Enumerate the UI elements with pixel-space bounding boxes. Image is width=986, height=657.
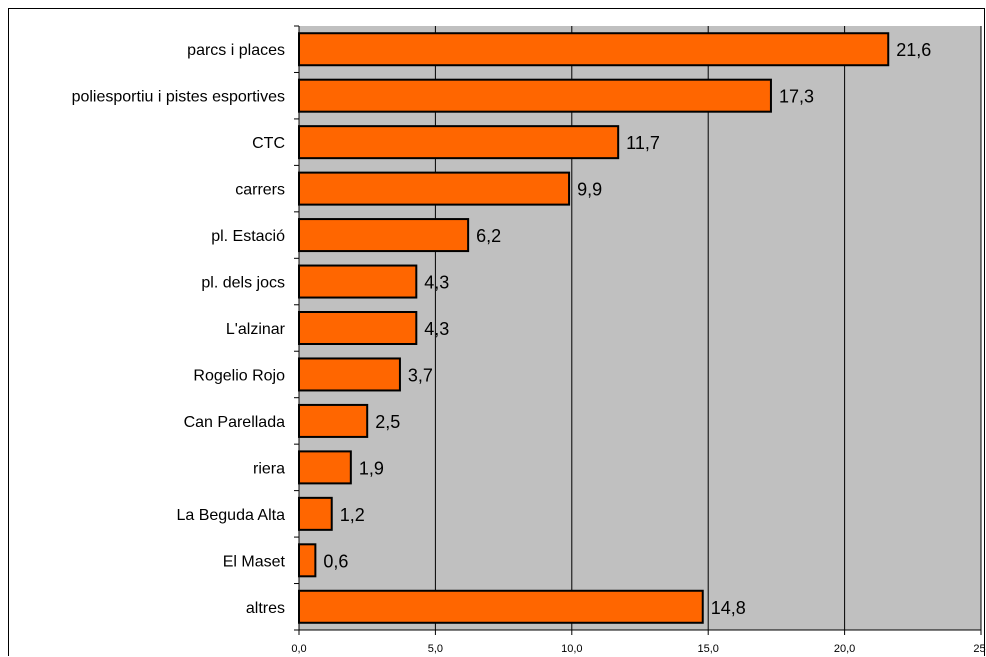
category-label: poliesportiu i pistes esportives xyxy=(72,89,285,106)
value-label: 2,5 xyxy=(375,412,400,432)
value-label: 11,7 xyxy=(626,133,660,153)
x-tick-label: 15,0 xyxy=(697,643,718,655)
bar xyxy=(298,218,470,253)
bar xyxy=(298,450,352,485)
x-tick-label: 5,0 xyxy=(428,643,443,655)
bar xyxy=(298,32,890,67)
category-label: riera xyxy=(253,460,285,477)
x-tick-label: 10,0 xyxy=(561,643,582,655)
category-label: CTC xyxy=(252,135,285,152)
value-label: 4,3 xyxy=(424,319,449,339)
category-label: carrers xyxy=(235,182,285,199)
bar xyxy=(298,403,369,438)
value-label: 6,2 xyxy=(476,226,501,246)
category-label: pl. dels jocs xyxy=(201,275,285,292)
bar xyxy=(298,496,333,531)
bar xyxy=(298,543,317,578)
bar xyxy=(298,125,620,160)
value-label: 3,7 xyxy=(408,365,433,385)
value-label: 14,8 xyxy=(711,598,746,618)
category-label: Rogelio Rojo xyxy=(193,367,285,384)
bar xyxy=(298,78,772,113)
value-label: 9,9 xyxy=(577,180,602,200)
value-label: 1,9 xyxy=(359,458,384,478)
bar xyxy=(298,171,571,206)
category-label: El Maset xyxy=(223,553,286,570)
value-label: 0,6 xyxy=(323,551,348,571)
value-label: 21,6 xyxy=(896,40,931,60)
x-tick-label: 20,0 xyxy=(834,643,855,655)
category-label: La Beguda Alta xyxy=(176,507,285,524)
category-label: altres xyxy=(246,600,285,617)
category-label: L'alzinar xyxy=(226,321,286,338)
bar xyxy=(298,264,418,299)
category-label: pl. Estació xyxy=(211,228,285,245)
bar xyxy=(298,589,704,624)
value-label: 17,3 xyxy=(779,87,814,107)
bar xyxy=(298,357,401,392)
value-label: 4,3 xyxy=(424,273,449,293)
value-label: 1,2 xyxy=(340,505,365,525)
category-label: parcs i places xyxy=(187,42,285,59)
bar xyxy=(298,311,418,345)
category-label: Can Parellada xyxy=(184,414,286,431)
x-tick-label: 25, xyxy=(973,643,986,655)
x-tick-label: 0,0 xyxy=(291,643,306,655)
